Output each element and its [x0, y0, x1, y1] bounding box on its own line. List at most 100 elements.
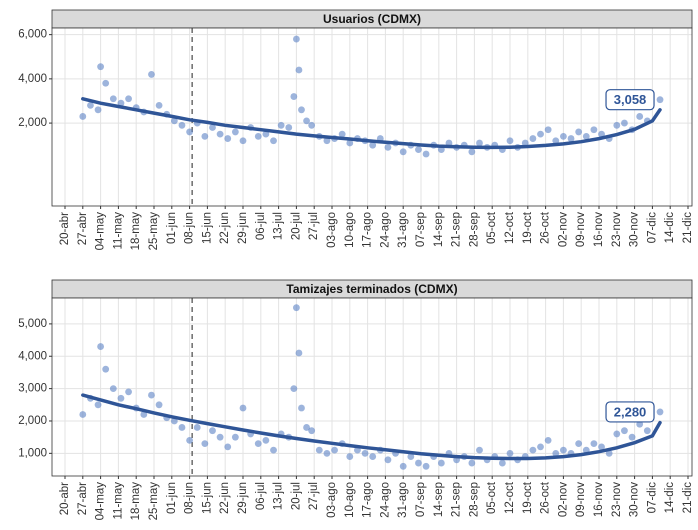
x-tick-label: 10-ago	[344, 482, 356, 518]
point	[186, 128, 194, 136]
point	[590, 440, 598, 448]
point	[552, 449, 560, 457]
x-tick-label: 21-dic	[682, 212, 694, 244]
label-box	[605, 89, 655, 111]
point	[290, 93, 298, 100]
point	[422, 462, 430, 470]
point	[598, 130, 605, 138]
point	[415, 459, 422, 467]
x-tick-label: 27-jul	[308, 482, 320, 510]
point	[407, 453, 415, 460]
x-tick-label: 04-may	[95, 212, 107, 251]
point	[290, 385, 298, 393]
x-tick-label: 19-oct	[522, 481, 534, 514]
y-tick-label: 1,000	[18, 447, 47, 459]
point	[621, 427, 628, 435]
x-tick-label: 10-ago	[344, 212, 356, 248]
x-tick-label: 15-jun	[201, 212, 213, 244]
point	[148, 391, 155, 399]
x-tick-label: 23-nov	[611, 212, 623, 247]
x-tick-label: 21-sep	[451, 212, 463, 247]
x-tick-label: 19-oct	[522, 211, 534, 244]
point	[537, 443, 544, 451]
point	[636, 113, 644, 120]
x-tick-label: 01-jun	[166, 482, 178, 514]
point	[79, 113, 87, 120]
panel-title: Usuarios (CDMX)	[323, 12, 421, 26]
point	[560, 446, 567, 454]
point	[437, 459, 445, 467]
point	[262, 437, 270, 444]
x-tick-label: 27-abr	[77, 482, 89, 515]
point	[239, 137, 247, 145]
x-tick-label: 03-ago	[326, 212, 338, 248]
label-box	[605, 401, 655, 423]
point	[178, 424, 186, 431]
point	[117, 394, 125, 402]
x-tick-label: 17-ago	[362, 482, 374, 518]
point	[125, 95, 132, 103]
point	[303, 117, 310, 125]
x-tick-label: 20-jul	[290, 482, 302, 510]
point	[224, 443, 232, 451]
point	[298, 404, 305, 412]
point	[155, 101, 163, 109]
point	[552, 137, 560, 145]
point	[170, 117, 178, 125]
y-tick-label: 2,000	[18, 415, 47, 427]
data-label: 3,058	[614, 92, 647, 107]
point	[605, 449, 613, 457]
point	[628, 433, 636, 441]
point	[79, 411, 87, 418]
point	[468, 459, 476, 467]
point	[369, 453, 377, 460]
point	[94, 106, 102, 114]
x-tick-label: 24-ago	[379, 212, 391, 248]
x-tick-label: 02-nov	[557, 482, 569, 517]
point	[298, 106, 305, 114]
point	[186, 437, 194, 444]
point	[270, 137, 277, 145]
x-tick-label: 20-abr	[59, 212, 71, 245]
x-tick-label: 25-may	[148, 212, 160, 251]
point	[216, 130, 224, 138]
point	[476, 139, 483, 147]
y-tick-label: 2,000	[18, 117, 47, 129]
point	[224, 135, 232, 142]
x-tick-label: 27-abr	[77, 212, 89, 245]
point	[140, 411, 148, 418]
x-tick-label: 06-jul	[255, 482, 267, 510]
x-tick-label: 09-nov	[575, 482, 587, 517]
point	[254, 440, 262, 448]
x-tick-label: 09-nov	[575, 212, 587, 247]
point	[506, 449, 514, 457]
point	[148, 71, 155, 78]
point	[621, 119, 628, 127]
x-tick-label: 08-jun	[184, 212, 196, 244]
point	[94, 401, 102, 409]
x-tick-label: 20-abr	[59, 482, 71, 515]
panel-title: Tamizajes terminados (CDMX)	[286, 282, 457, 296]
point	[598, 443, 605, 451]
point	[537, 130, 544, 138]
x-tick-label: 28-sep	[468, 482, 480, 517]
point	[369, 141, 377, 149]
x-tick-label: 14-sep	[433, 212, 445, 247]
point	[506, 137, 514, 145]
point	[575, 440, 583, 448]
point	[323, 137, 331, 145]
y-tick-label: 5,000	[18, 318, 47, 330]
point	[102, 79, 110, 87]
x-tick-label: 07-dic	[646, 212, 658, 244]
y-tick-label: 4,000	[18, 350, 47, 362]
point	[109, 95, 117, 103]
x-tick-label: 07-dic	[646, 482, 658, 514]
point	[529, 446, 537, 454]
x-tick-label: 28-sep	[468, 212, 480, 247]
point	[346, 139, 354, 147]
x-tick-label: 18-may	[130, 212, 142, 251]
point	[308, 427, 316, 435]
plot-area	[52, 28, 692, 206]
point	[399, 462, 407, 470]
